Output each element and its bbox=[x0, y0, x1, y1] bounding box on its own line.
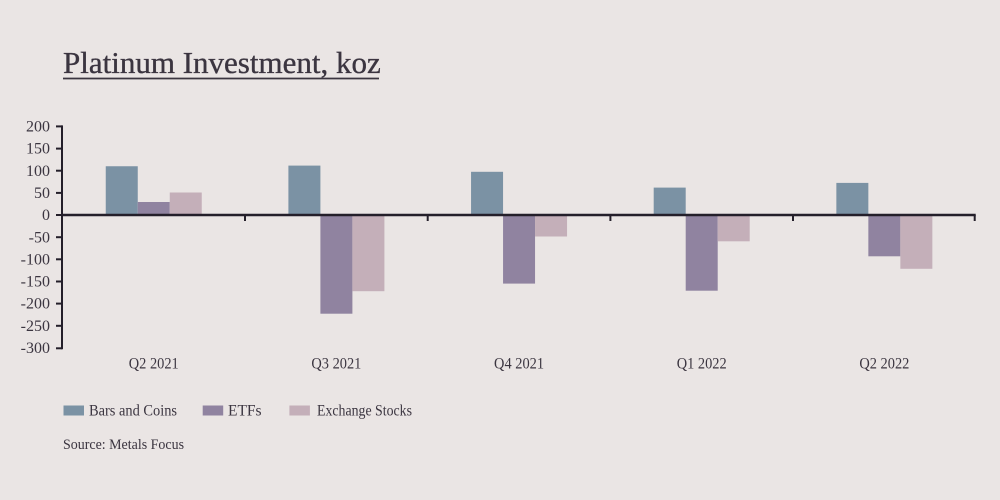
svg-text:Bars and Coins: Bars and Coins bbox=[89, 403, 177, 420]
svg-text:-150: -150 bbox=[21, 274, 50, 291]
svg-text:Q4 2021: Q4 2021 bbox=[494, 356, 544, 373]
svg-text:-250: -250 bbox=[21, 318, 50, 335]
svg-text:200: 200 bbox=[26, 119, 50, 136]
svg-text:-300: -300 bbox=[21, 340, 50, 357]
svg-text:Q2 2021: Q2 2021 bbox=[129, 356, 179, 373]
svg-text:Exchange Stocks: Exchange Stocks bbox=[317, 403, 412, 420]
svg-text:Q2 2022: Q2 2022 bbox=[859, 356, 909, 373]
svg-text:Q3 2021: Q3 2021 bbox=[311, 356, 361, 373]
svg-text:ETFs: ETFs bbox=[228, 403, 262, 420]
svg-text:0: 0 bbox=[42, 207, 50, 224]
svg-text:150: 150 bbox=[26, 141, 50, 158]
svg-text:Source: Metals Focus: Source: Metals Focus bbox=[63, 437, 184, 453]
svg-text:Platinum Investment, koz: Platinum Investment, koz bbox=[63, 45, 381, 80]
svg-text:50: 50 bbox=[34, 185, 50, 202]
svg-text:-50: -50 bbox=[29, 229, 50, 246]
svg-text:-200: -200 bbox=[21, 296, 50, 313]
svg-text:100: 100 bbox=[26, 163, 50, 180]
svg-text:Q1 2022: Q1 2022 bbox=[677, 356, 727, 373]
svg-text:-100: -100 bbox=[21, 251, 50, 268]
